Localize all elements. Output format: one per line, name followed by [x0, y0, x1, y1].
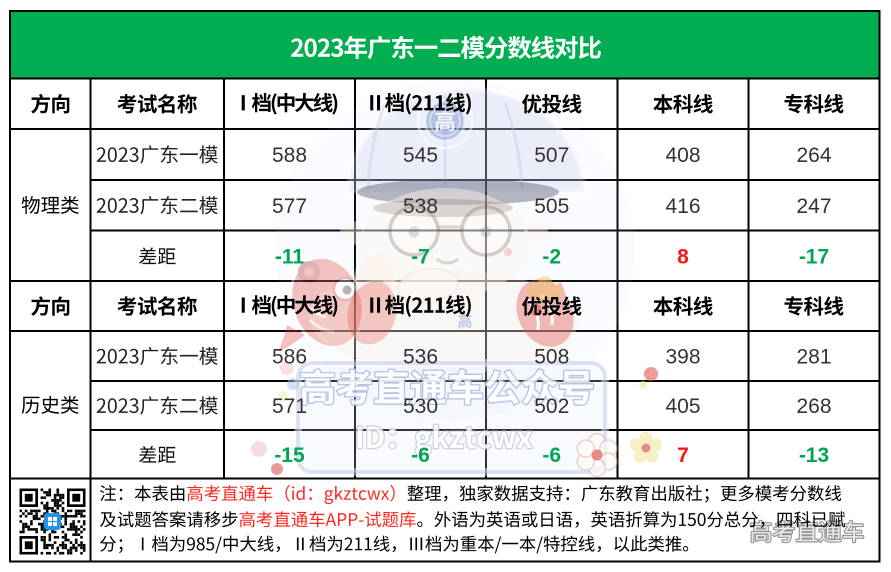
svg-text:571: 571 [272, 395, 307, 418]
svg-text:-11: -11 [275, 245, 305, 268]
svg-text:507: 507 [534, 144, 569, 167]
svg-text:247: 247 [796, 195, 831, 218]
svg-text:281: 281 [796, 346, 831, 369]
svg-text:508: 508 [534, 346, 569, 369]
svg-text:586: 586 [272, 346, 307, 369]
svg-text:7: 7 [677, 444, 689, 467]
svg-text:588: 588 [272, 144, 307, 167]
svg-text:-15: -15 [274, 444, 305, 467]
svg-text:577: 577 [272, 195, 307, 218]
svg-text:-6: -6 [411, 444, 430, 467]
svg-text:538: 538 [403, 195, 438, 218]
svg-text:405: 405 [665, 395, 700, 418]
svg-text:408: 408 [665, 144, 700, 167]
svg-text:530: 530 [403, 395, 438, 418]
svg-text:-17: -17 [799, 245, 829, 268]
svg-text:264: 264 [796, 144, 831, 167]
svg-text:398: 398 [665, 346, 700, 369]
svg-text:-7: -7 [411, 245, 430, 268]
svg-text:-2: -2 [542, 245, 561, 268]
svg-text:505: 505 [534, 195, 569, 218]
svg-text:502: 502 [534, 395, 569, 418]
svg-text:416: 416 [665, 195, 700, 218]
svg-text:-6: -6 [542, 444, 561, 467]
svg-text:8: 8 [677, 245, 689, 268]
svg-text:545: 545 [403, 144, 438, 167]
svg-text:536: 536 [403, 346, 438, 369]
svg-text:-13: -13 [799, 444, 829, 467]
svg-text:268: 268 [796, 395, 831, 418]
